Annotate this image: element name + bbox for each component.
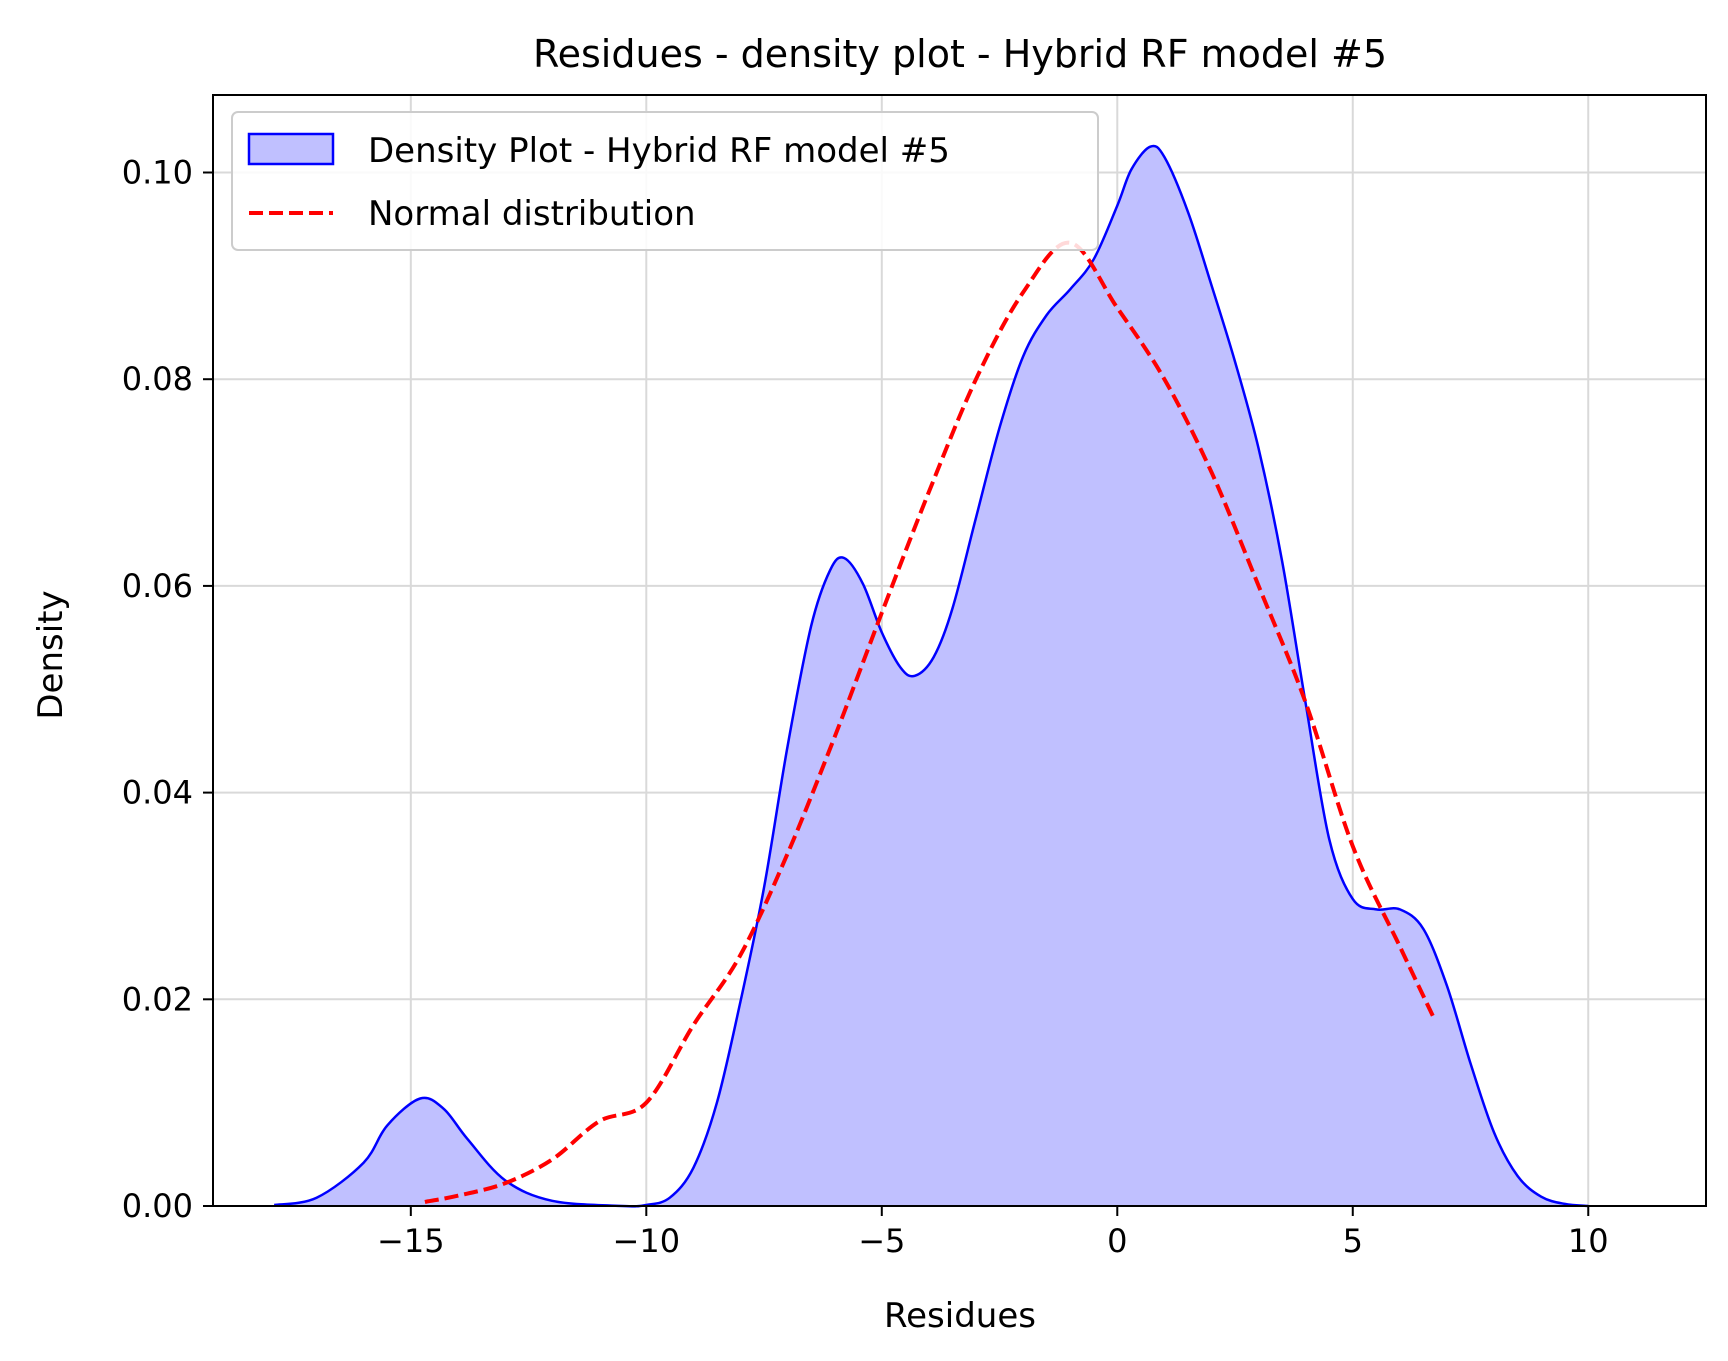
- legend-normal-label: Normal distribution: [368, 194, 696, 234]
- x-tick-label: 0: [1107, 1222, 1127, 1260]
- density-area-fill: [274, 145, 1589, 1207]
- y-axis-label: Density: [31, 590, 71, 719]
- legend: Density Plot - Hybrid RF model #5 Normal…: [231, 111, 1099, 251]
- legend-box: [231, 111, 1099, 251]
- plot-frame: [212, 94, 1707, 1207]
- legend-density-swatch: [247, 132, 335, 166]
- ticks: −15 −10 −5 0 5 10 0.00 0.02 0.04 0.06 0.08 0.10: [122, 154, 1609, 1260]
- chart-title: Residues - density plot - Hybrid RF mode…: [533, 32, 1387, 76]
- normal-distribution-curve: [424, 240, 1435, 1204]
- legend-density-label: Density Plot - Hybrid RF model #5: [368, 131, 950, 171]
- y-tick-label: 0.00: [122, 1187, 193, 1225]
- x-tick-label: −10: [613, 1222, 681, 1260]
- x-tick-label: 5: [1343, 1222, 1363, 1260]
- y-tick-label: 0.10: [122, 154, 193, 192]
- x-tick-label: −15: [377, 1222, 445, 1260]
- y-tick-label: 0.06: [122, 567, 193, 605]
- x-tick-label: 10: [1568, 1222, 1609, 1260]
- x-tick-label: −5: [858, 1222, 905, 1260]
- y-tick-label: 0.02: [122, 980, 193, 1018]
- y-tick-label: 0.08: [122, 360, 193, 398]
- x-axis-label: Residues: [884, 1296, 1036, 1336]
- y-tick-label: 0.04: [122, 774, 193, 812]
